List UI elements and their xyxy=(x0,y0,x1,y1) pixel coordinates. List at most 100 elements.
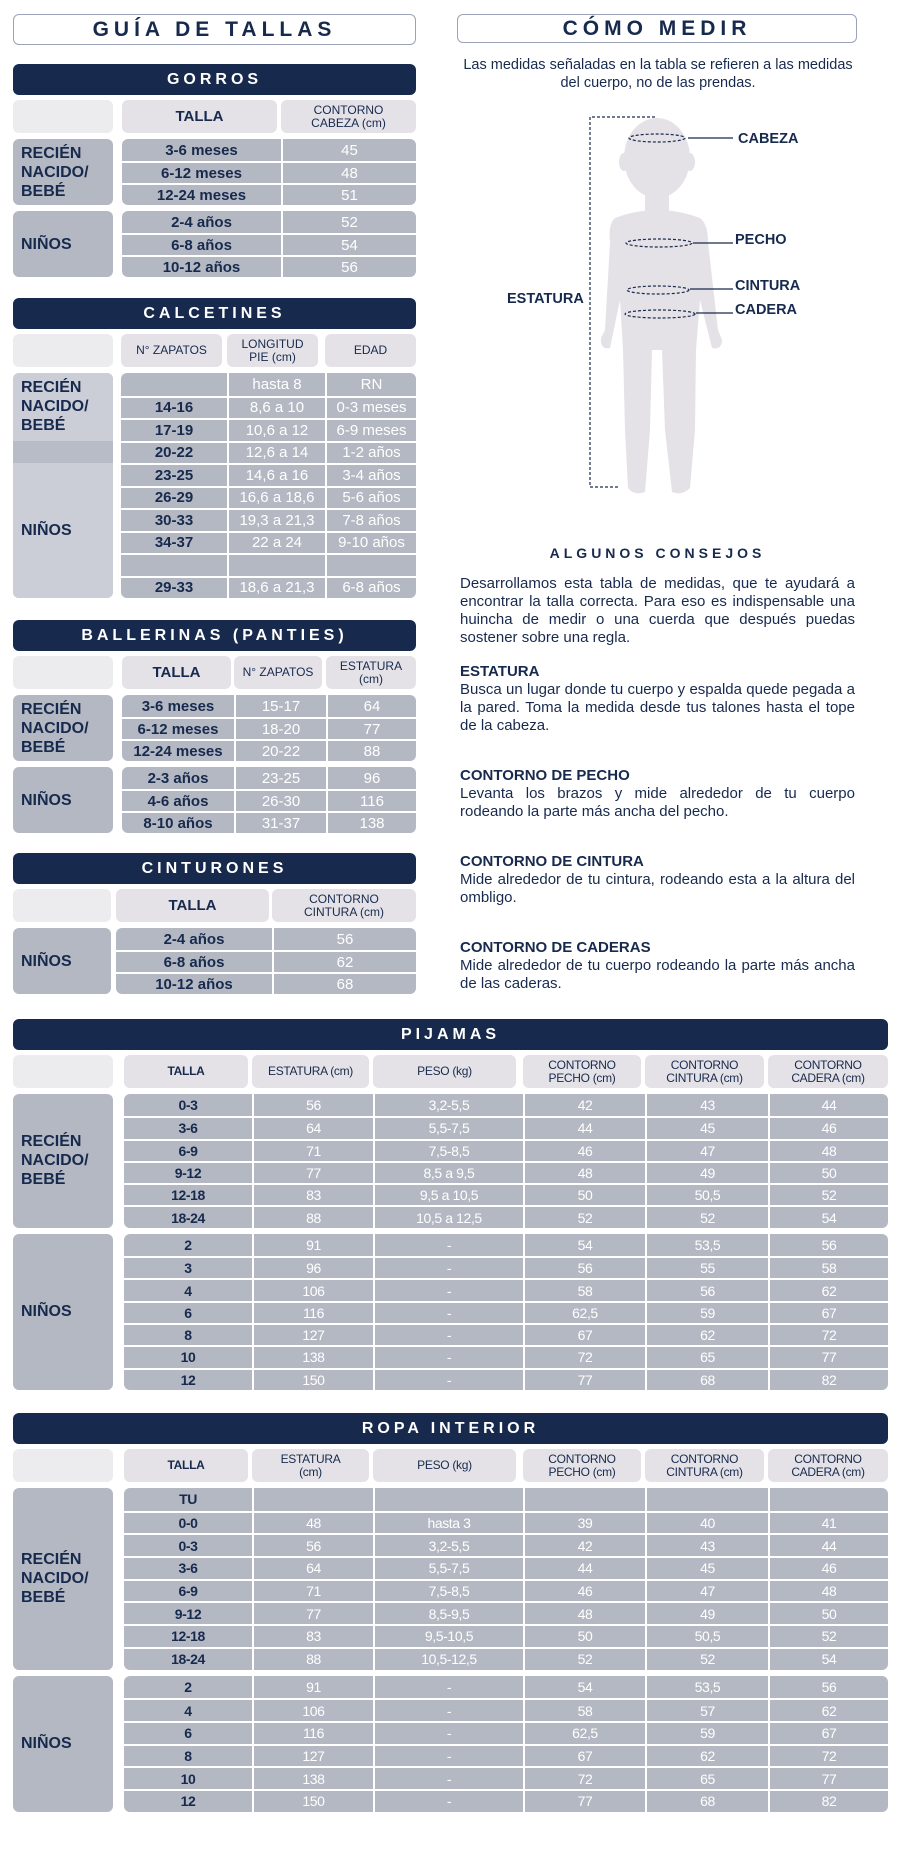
value-cell: 22 a 24 xyxy=(227,532,325,553)
tips-title: ALGUNOS CONSEJOS xyxy=(549,545,766,561)
size-cell: 0-0 xyxy=(178,1515,198,1532)
value-cell: hasta 8 xyxy=(227,373,325,396)
column-header: TALLA xyxy=(122,656,231,689)
value-cell: 62 xyxy=(768,1700,888,1721)
tip-text: Mide alrededor de tu cuerpo rodeando la … xyxy=(460,957,855,992)
group-rows: TU 0-0 48 hasta 3 39 40 41 0-3 56 3,2-5,5 42 43 44 3-… xyxy=(124,1488,888,1670)
group-rows: 2-4 años 56 6-8 años 62 10-12 años 68 xyxy=(116,928,416,994)
value-cell: - xyxy=(373,1324,523,1346)
size-cell: 9-12 xyxy=(174,1165,202,1182)
value-cell: 10,6 a 12 xyxy=(227,420,325,441)
value-cell: 88 xyxy=(252,1648,373,1670)
value-cell: 56 xyxy=(252,1535,373,1557)
value-cell xyxy=(523,1488,645,1511)
value-cell: 52 xyxy=(523,1648,645,1670)
column-header: ESTATURA (cm) xyxy=(252,1055,369,1088)
table-title: CALCETINES xyxy=(13,298,416,329)
value-cell: 106 xyxy=(252,1280,373,1301)
row-group: RECIÉN NACIDO/ BEBÉ TU 0-0 48 hasta 3 39 40 41 0… xyxy=(13,1488,888,1670)
value-cell: 71 xyxy=(252,1580,373,1602)
column-header: CONTORNO CINTURA (cm) xyxy=(645,1055,764,1088)
value-cell: 88 xyxy=(252,1207,373,1228)
row-group: RECIÉN NACIDO/ BEBÉ NIÑOS hasta 8 RN 14-16 8,… xyxy=(13,373,416,598)
value-cell: 50 xyxy=(768,1603,888,1625)
table-row: 12 150-77 68 82 xyxy=(124,1788,888,1812)
tip-text: Busca un lugar donde tu cuerpo y espalda… xyxy=(460,681,855,734)
size-cell: 12-18 xyxy=(171,1628,205,1645)
size-cell: TU xyxy=(179,1491,197,1508)
table-row: 6-8 años 62 xyxy=(116,950,416,972)
value-cell: 52 xyxy=(768,1185,888,1206)
value-cell: 49 xyxy=(645,1603,768,1625)
value-cell: 23-25 xyxy=(234,767,326,789)
table-header-row: TALLA N° ZAPATOS ESTATURA (cm) xyxy=(13,656,416,689)
child-silhouette xyxy=(600,118,722,494)
group-rows: 0-3 56 3,2-5,5 42 43 44 3-6 64 5,5-7,5 44 45 46 6-9 7… xyxy=(124,1094,888,1228)
table-body: RECIÉN NACIDO/ BEBÉ NIÑOS hasta 8 RN 14-16 8,… xyxy=(13,373,416,598)
table-row: 8 127-67 62 72 xyxy=(124,1743,888,1767)
size-cell: 23-25 xyxy=(154,466,194,484)
size-cell: 12-24 meses xyxy=(133,742,223,760)
group-rows: 2-3 años 23-25 96 4-6 años 26-30 116 8-10 años… xyxy=(122,767,416,833)
value-cell: 14,6 a 16 xyxy=(227,465,325,486)
table-row: 14-16 8,6 a 10 0-3 meses xyxy=(121,395,416,418)
size-cell xyxy=(121,373,227,396)
value-cell: 116 xyxy=(326,791,416,811)
measure-intro: Las medidas señaladas en la tabla se ref… xyxy=(463,57,853,91)
table-row: 18-24 88 10,5-12,5 52 52 54 xyxy=(124,1646,888,1670)
hip-measure-ring xyxy=(624,309,696,319)
size-cell: 6-8 años xyxy=(163,953,225,971)
value-cell: 67 xyxy=(523,1745,645,1767)
value-cell: 52 xyxy=(645,1648,768,1670)
value-cell: - xyxy=(373,1233,523,1257)
value-cell: 138 xyxy=(252,1768,373,1789)
value-cell: 26-30 xyxy=(234,791,326,811)
value-cell: 47 xyxy=(645,1140,768,1161)
value-cell: 7,5-8,5 xyxy=(373,1140,523,1161)
size-cell: 12 xyxy=(180,1793,196,1810)
value-cell: 82 xyxy=(768,1369,888,1390)
value-cell: - xyxy=(373,1768,523,1789)
value-cell: 52 xyxy=(523,1207,645,1228)
size-cell: 9-12 xyxy=(174,1605,202,1622)
size-cell: 10-12 años xyxy=(155,975,233,993)
group-label: RECIÉN NACIDO/ BEBÉ xyxy=(13,373,113,441)
table-pijamas: PIJAMAS TALLA ESTATURA (cm) PESO (kg) CONTOR… xyxy=(13,1019,888,1396)
table-gorros: GORROS TALLA CONTORNO CABEZA (cm) RECIÉN NA… xyxy=(13,64,416,283)
value-cell: 50 xyxy=(523,1185,645,1206)
value-cell: 45 xyxy=(281,139,416,161)
value-cell: 62 xyxy=(768,1280,888,1301)
row-group: RECIÉN NACIDO/ BEBÉ 3-6 meses 15-17 64 6-12 … xyxy=(13,695,416,761)
table-row: hasta 8 RN xyxy=(121,373,416,396)
table-row: 4 106-58 57 62 xyxy=(124,1698,888,1721)
value-cell: 6-9 meses xyxy=(325,420,416,441)
table-row: 0-3 56 3,2-5,5 42 43 44 xyxy=(124,1533,888,1557)
value-cell: 44 xyxy=(523,1118,645,1139)
value-cell: 42 xyxy=(523,1094,645,1117)
table-row: 8 127-67 62 72 xyxy=(124,1322,888,1346)
table-row: 2-4 años 52 xyxy=(122,211,416,233)
group-label: RECIÉN NACIDO/ BEBÉ xyxy=(13,695,113,761)
value-cell: 77 xyxy=(326,719,416,739)
table-header-row: TALLA ESTATURA (cm) PESO (kg) CONTORNO PECH… xyxy=(13,1449,888,1482)
table-body: RECIÉN NACIDO/ BEBÉ TU 0-0 48 hasta 3 39 40 41 0… xyxy=(13,1488,888,1812)
size-cell: 4 xyxy=(184,1702,192,1719)
value-cell: 77 xyxy=(523,1790,645,1812)
head-measure-ring xyxy=(628,133,686,143)
value-cell: 150 xyxy=(252,1790,373,1812)
column-header: CONTORNO CINTURA (cm) xyxy=(645,1449,764,1482)
value-cell: 48 xyxy=(281,163,416,183)
value-cell: 91 xyxy=(252,1233,373,1257)
value-cell: 9,5 a 10,5 xyxy=(373,1185,523,1206)
value-cell: 77 xyxy=(252,1603,373,1625)
group-label: NIÑOS xyxy=(13,928,111,994)
column-header: CONTORNO CADERA (cm) xyxy=(768,1449,888,1482)
value-cell: - xyxy=(373,1280,523,1301)
group-label: NIÑOS xyxy=(13,211,113,277)
column-header: TALLA xyxy=(116,889,269,922)
value-cell: 44 xyxy=(768,1094,888,1117)
value-cell: 5-6 años xyxy=(325,487,416,508)
table-title: GORROS xyxy=(13,64,416,95)
child-measure-figure xyxy=(589,116,733,494)
value-cell: 50 xyxy=(523,1626,645,1647)
